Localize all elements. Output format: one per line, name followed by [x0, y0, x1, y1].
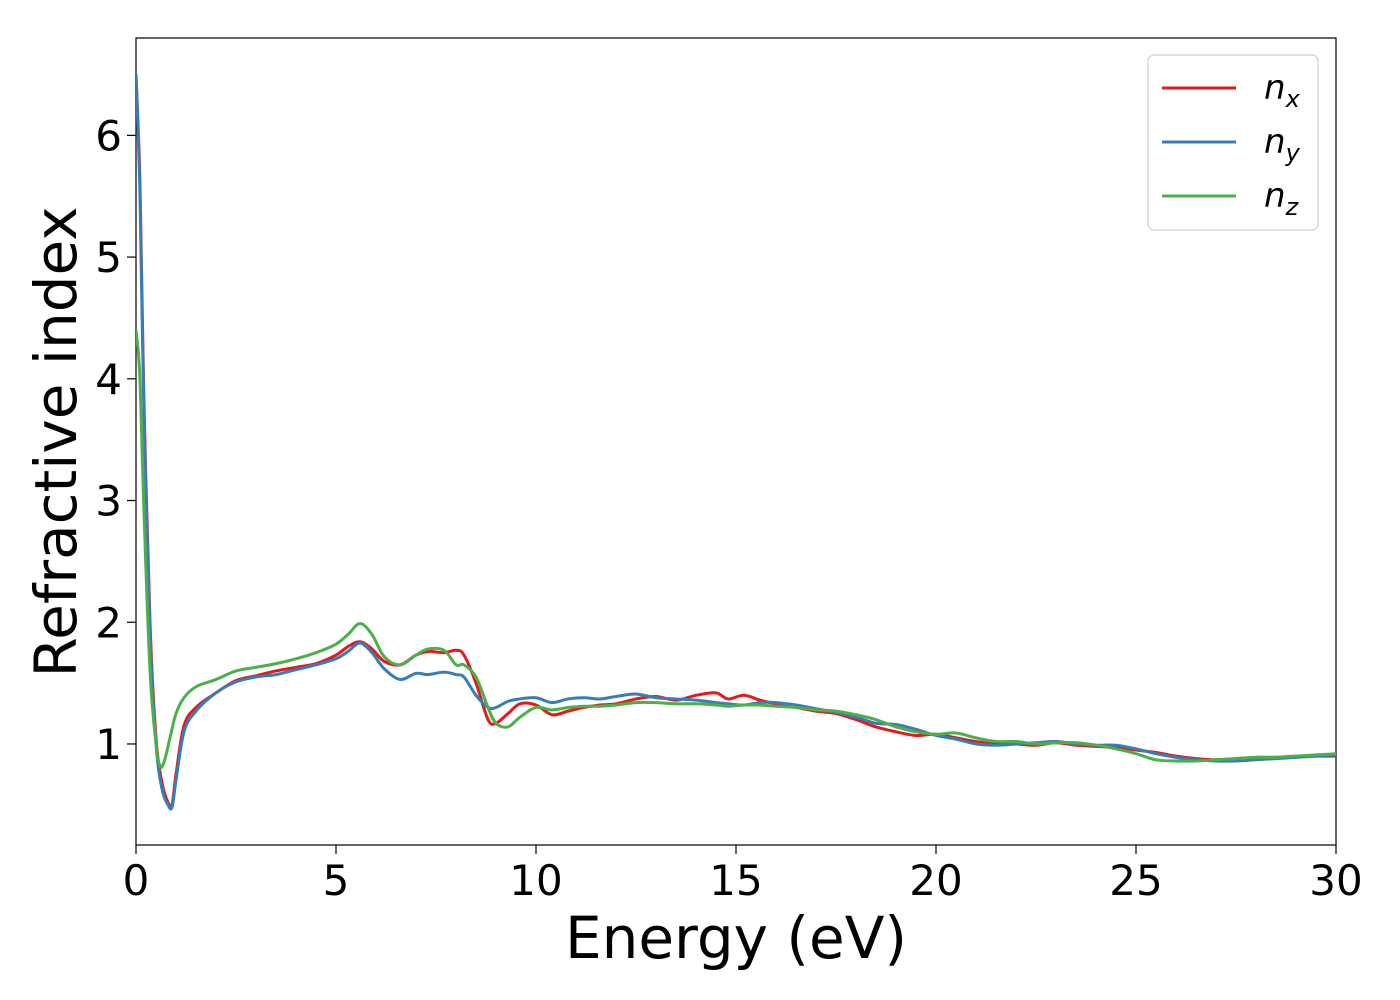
legend-label: nx [1264, 68, 1301, 113]
y-tick-label: 1 [95, 720, 122, 769]
x-tick-label: 10 [509, 856, 562, 905]
y-axis-title: Refractive index [22, 206, 90, 677]
x-tick-label: 25 [1109, 856, 1162, 905]
y-tick-label: 5 [95, 233, 122, 282]
y-axis: 1 2 3 4 5 6 [95, 111, 136, 769]
x-tick-label: 15 [709, 856, 762, 905]
plot-frame [135, 37, 1337, 846]
x-tick-label: 20 [909, 856, 962, 905]
x-axis: 0 5 10 15 20 25 30 [123, 845, 1363, 905]
series-layer [136, 73, 1336, 811]
y-tick-label: 2 [95, 598, 122, 647]
plot-area [135, 37, 1337, 846]
x-tick-label: 0 [123, 856, 150, 905]
y-tick-label: 6 [95, 111, 122, 160]
series-line-n-z [136, 328, 1336, 769]
legend-label: nz [1264, 176, 1300, 221]
x-tick-label: 5 [323, 856, 350, 905]
x-axis-title: Energy (eV) [565, 904, 907, 972]
y-tick-label: 4 [95, 355, 122, 404]
x-tick-label: 30 [1309, 856, 1362, 905]
legend-label: ny [1264, 122, 1301, 167]
y-tick-label: 3 [95, 477, 122, 526]
legend: nx ny nz [1147, 54, 1319, 231]
